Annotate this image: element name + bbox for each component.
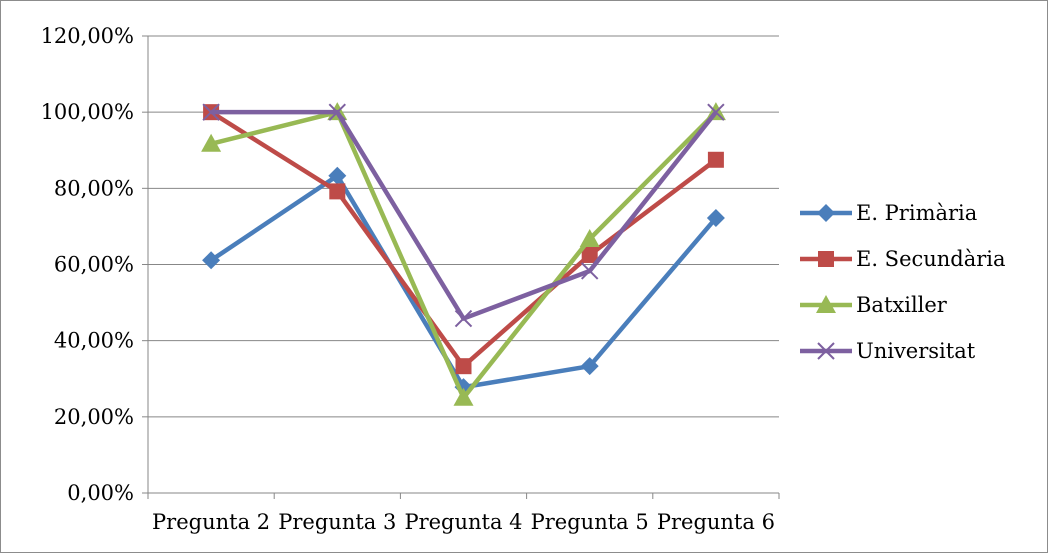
data-point xyxy=(328,103,347,121)
series-line xyxy=(209,110,718,369)
legend-entry: Batxiller xyxy=(800,293,948,317)
data-point xyxy=(707,151,724,168)
legend-label: Universitat xyxy=(856,339,976,363)
data-point xyxy=(580,357,599,376)
data-point xyxy=(328,166,347,185)
x-tick-label: Pregunta 6 xyxy=(657,510,775,534)
legend-marker xyxy=(817,342,835,360)
y-tick-label: 40,00% xyxy=(54,329,134,353)
x-tick-label: Pregunta 2 xyxy=(152,510,270,534)
data-point xyxy=(455,358,472,375)
series-4 xyxy=(202,103,725,328)
y-axis-ticks: 0,00% 20,00% 40,00% 60,00% 80,00% 100,00% 120,… xyxy=(41,24,148,505)
series-2 xyxy=(203,104,724,375)
data-point xyxy=(329,183,346,200)
data-point xyxy=(579,228,600,247)
y-tick-label: 60,00% xyxy=(54,253,134,277)
series-layer xyxy=(201,102,726,406)
data-point xyxy=(454,309,473,328)
legend-entry: Universitat xyxy=(800,339,976,363)
x-tick-label: Pregunta 4 xyxy=(404,510,522,534)
y-tick-label: 120,00% xyxy=(41,24,134,48)
y-tick-label: 100,00% xyxy=(41,100,134,124)
x-tick-label: Pregunta 5 xyxy=(531,510,649,534)
y-tick-label: 0,00% xyxy=(67,481,134,505)
x-axis-ticks: Pregunta 2 Pregunta 3 Pregunta 4 Pregunta 5… xyxy=(147,493,780,534)
legend-marker xyxy=(817,204,835,222)
data-point xyxy=(453,387,474,406)
y-tick-label: 20,00% xyxy=(54,405,134,429)
data-point xyxy=(580,262,599,280)
legend-label: Batxiller xyxy=(856,293,948,317)
legend-marker xyxy=(818,251,834,267)
data-point xyxy=(202,251,221,270)
legend-entry: E. Secundària xyxy=(800,247,1006,271)
data-point xyxy=(707,103,725,121)
legend: E. Primària E. Secundària Batxiller Univers… xyxy=(800,201,1006,363)
y-tick-label: 80,00% xyxy=(54,176,134,200)
data-point xyxy=(201,133,222,152)
data-point xyxy=(202,103,220,121)
series-line xyxy=(210,109,718,401)
data-point xyxy=(581,246,598,263)
x-tick-label: Pregunta 3 xyxy=(278,510,396,534)
legend-label: E. Secundària xyxy=(856,247,1006,271)
legend-marker xyxy=(816,295,836,313)
legend-entry: E. Primària xyxy=(800,201,977,225)
legend-label: E. Primària xyxy=(856,201,977,225)
data-point xyxy=(706,209,725,228)
